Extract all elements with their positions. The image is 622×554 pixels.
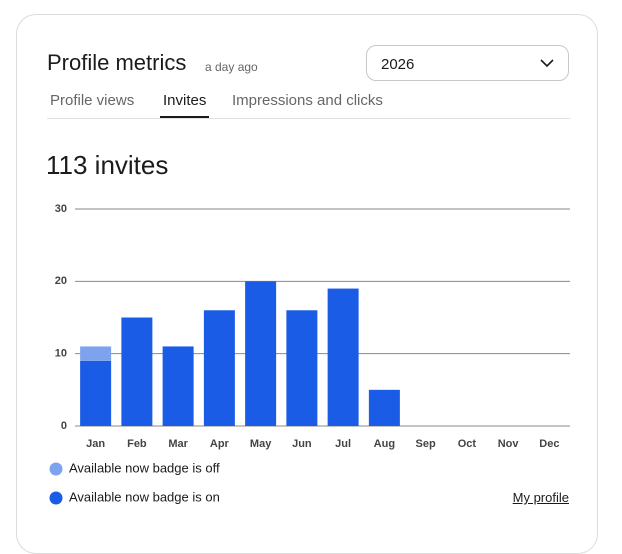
legend-swatch [49, 462, 63, 476]
bar [162, 346, 194, 426]
bar [203, 310, 235, 426]
y-tick-label: 10 [55, 348, 67, 360]
bar [121, 317, 153, 426]
x-tick-label: Mar [168, 438, 188, 450]
x-tick-label: Aug [374, 438, 395, 450]
tab[interactable]: Impressions and clicks [232, 92, 383, 109]
tab[interactable]: Invites [160, 92, 210, 118]
x-tick-label: Oct [458, 438, 477, 450]
x-tick-label: Jan [86, 438, 105, 450]
timestamp: a day ago [205, 60, 258, 74]
bar [327, 288, 359, 426]
x-tick-label: Jun [292, 438, 312, 450]
x-tick-label: Nov [498, 438, 520, 450]
x-tick-label: Dec [539, 438, 559, 450]
bar [245, 281, 277, 426]
y-tick-label: 30 [55, 203, 67, 215]
legend-label: Available now badge is off [69, 460, 220, 475]
y-tick-label: 0 [61, 420, 67, 432]
x-tick-label: Sep [416, 438, 436, 450]
tab[interactable]: Profile views [50, 92, 135, 109]
headline: 113 invites [46, 150, 169, 180]
tab-bar: Profile views Invites Impressions and clic… [47, 92, 570, 119]
chart: 0 10 20 30 Jan Feb Mar Apr May Jun Jul Aug Sep Oct Nov… [49, 203, 570, 505]
page: Profile metrics a day ago 2026 Profile v… [16, 14, 598, 554]
x-tick-label: May [250, 438, 272, 450]
x-tick-label: Apr [210, 438, 230, 450]
x-tick-label: Feb [127, 438, 147, 450]
x-tick-label: Jul [335, 438, 351, 450]
legend: Available now badge is off Available now … [49, 460, 220, 505]
chevron-icon [540, 59, 554, 68]
legend-swatch [49, 491, 63, 505]
bar [80, 360, 112, 426]
bar [368, 389, 400, 426]
bar [80, 346, 112, 361]
legend-label: Available now badge is on [69, 489, 220, 504]
year-value: 2026 [381, 56, 415, 73]
card-title: Profile metrics [47, 50, 187, 75]
profile-link[interactable]: My profile [512, 490, 569, 505]
bar [286, 310, 318, 426]
year-select[interactable]: 2026 [366, 45, 569, 81]
y-tick-label: 20 [55, 275, 67, 287]
